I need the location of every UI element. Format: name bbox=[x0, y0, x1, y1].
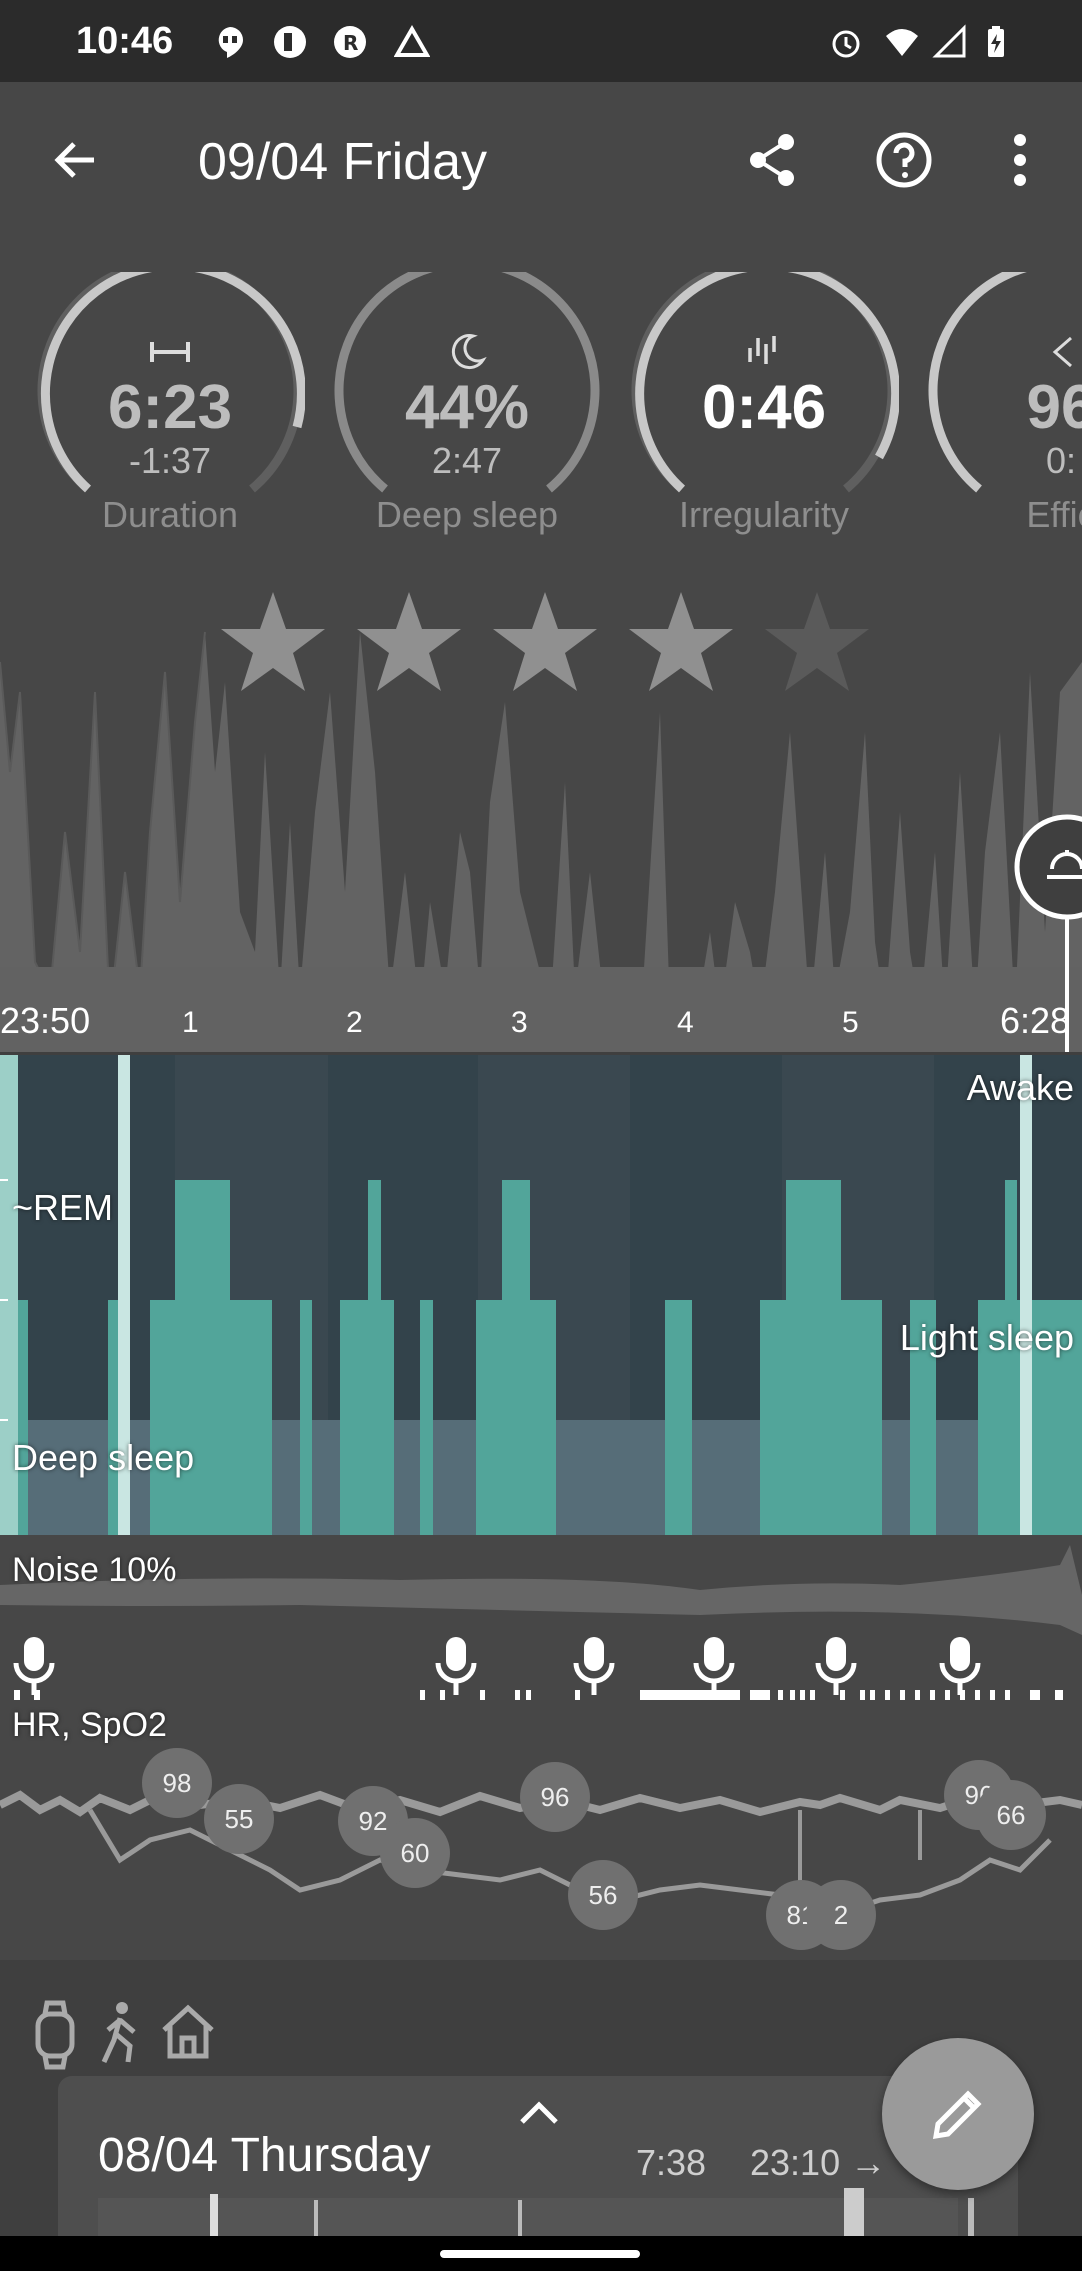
hr-bubble: 92 bbox=[338, 1786, 408, 1856]
axis-end-time: 6:28 bbox=[1000, 1000, 1071, 1041]
gauge-irregularity[interactable]: 0:46 Irregularity bbox=[629, 272, 899, 572]
chevron-up-icon[interactable] bbox=[518, 2098, 560, 2128]
r-app-icon: R bbox=[334, 26, 366, 58]
mail-icon bbox=[274, 26, 306, 58]
hr-bubble: 98 bbox=[142, 1748, 212, 1818]
duration-value: 6:23 bbox=[107, 373, 233, 442]
deep-sleep-time: 2:47 bbox=[431, 440, 503, 481]
app-bar: 09/04 Friday bbox=[0, 82, 1082, 242]
deep-sleep-label: Deep sleep bbox=[375, 494, 559, 535]
sheet-title: 08/04 Thursday bbox=[98, 2129, 431, 2182]
hr-spo2-section[interactable]: HR, SpO2 98 55 92 60 96 56 81 2 96 66 bbox=[0, 1700, 1082, 1960]
noise-section[interactable]: Noise 10% bbox=[0, 1535, 1082, 1700]
hr-bubble: 60 bbox=[380, 1818, 450, 1888]
mic-icon[interactable] bbox=[690, 1635, 738, 1697]
irregularity-value: 0:46 bbox=[701, 373, 827, 442]
moon-icon bbox=[451, 334, 487, 370]
noise-label: Noise 10% bbox=[12, 1551, 177, 1589]
hangouts-icon bbox=[218, 27, 243, 58]
hr-bubble: 2 bbox=[806, 1880, 876, 1950]
help-icon bbox=[876, 132, 932, 188]
gauge-row: 6:23 -1:37 Duration 44% 2:47 Deep sleep … bbox=[0, 242, 1082, 572]
hypnogram[interactable]: Awake ~REM Light sleep Deep sleep bbox=[0, 1055, 1082, 1535]
mic-icon[interactable] bbox=[10, 1635, 58, 1697]
battery-icon bbox=[988, 26, 1004, 57]
signal-icon bbox=[932, 24, 966, 58]
deep-sleep-value: 44% bbox=[404, 373, 530, 442]
gauge-arc bbox=[928, 272, 1028, 493]
back-button[interactable] bbox=[40, 124, 112, 196]
axis-start-time: 23:50 bbox=[0, 1000, 91, 1041]
edit-fab[interactable] bbox=[882, 2038, 1034, 2190]
share-icon bbox=[750, 134, 794, 186]
gauge-efficiency[interactable]: 96 0: Effic bbox=[926, 272, 1082, 572]
noise-graph bbox=[0, 1545, 1082, 1700]
hypnogram-label-awake: Awake bbox=[966, 1067, 1074, 1108]
axis-tick: 5 bbox=[842, 1006, 859, 1039]
axis-tick: 1 bbox=[182, 1006, 199, 1039]
hr-bubble: 56 bbox=[568, 1860, 638, 1930]
efficiency-sub: 0: bbox=[1045, 440, 1077, 481]
efficiency-label: Effic bbox=[1026, 494, 1082, 535]
duration-delta: -1:37 bbox=[128, 440, 212, 481]
hr-bubble: 66 bbox=[976, 1780, 1046, 1850]
movement-chart[interactable]: 23:50 1 2 3 4 5 6:28 bbox=[0, 572, 1082, 1052]
wifi-icon bbox=[886, 29, 918, 56]
mic-icon[interactable] bbox=[570, 1635, 618, 1697]
hr-bubble: 96 bbox=[520, 1762, 590, 1832]
efficiency-icon bbox=[1052, 336, 1072, 368]
watch-icon bbox=[35, 2000, 75, 2070]
axis-tick: 2 bbox=[346, 1006, 363, 1039]
svg-text:R: R bbox=[343, 31, 358, 55]
hypnogram-label-deep: Deep sleep bbox=[12, 1437, 195, 1478]
star-empty-icon[interactable] bbox=[762, 587, 872, 697]
drive-icon bbox=[394, 24, 430, 57]
star-icon[interactable] bbox=[218, 587, 328, 697]
more-options-button[interactable] bbox=[984, 124, 1056, 196]
axis-tick: 3 bbox=[511, 1006, 528, 1039]
mic-icon[interactable] bbox=[812, 1635, 860, 1697]
hr-label: HR, SpO2 bbox=[12, 1706, 167, 1744]
page-title: 09/04 Friday bbox=[198, 133, 488, 191]
gauge-arc bbox=[334, 272, 600, 493]
star-icon[interactable] bbox=[490, 587, 600, 697]
home-gesture-handle[interactable] bbox=[440, 2250, 640, 2258]
star-rating[interactable] bbox=[218, 587, 872, 697]
system-nav-bar bbox=[0, 2236, 1082, 2271]
hypnogram-label-light: Light sleep bbox=[899, 1317, 1074, 1358]
gauge-arc bbox=[631, 272, 899, 493]
duration-icon bbox=[150, 342, 190, 362]
previous-night-sheet[interactable]: 08/04 Thursday 7:38 23:10 → bbox=[58, 2076, 1018, 2236]
duration-label: Duration bbox=[101, 494, 239, 535]
gauge-duration[interactable]: 6:23 -1:37 Duration bbox=[35, 272, 305, 572]
pencil-icon bbox=[932, 2090, 982, 2140]
star-icon[interactable] bbox=[354, 587, 464, 697]
hr-bubble: 55 bbox=[204, 1784, 274, 1854]
star-icon[interactable] bbox=[626, 587, 736, 697]
sheet-mini-graph bbox=[98, 2188, 974, 2236]
status-bar: 10:46 R bbox=[0, 0, 1082, 82]
axis-tick: 4 bbox=[677, 1006, 694, 1039]
home-icon bbox=[162, 2004, 214, 2059]
sheet-duration: 7:38 bbox=[636, 2142, 707, 2183]
back-arrow-icon bbox=[54, 142, 94, 178]
efficiency-value: 96 bbox=[1026, 373, 1082, 442]
more-vert-icon bbox=[1014, 134, 1026, 186]
mic-icon[interactable] bbox=[936, 1635, 984, 1697]
help-button[interactable] bbox=[868, 124, 940, 196]
gauge-deep-sleep[interactable]: 44% 2:47 Deep sleep bbox=[332, 272, 602, 572]
hypnogram-graph bbox=[0, 1055, 1082, 1535]
status-time: 10:46 bbox=[76, 20, 174, 62]
hypnogram-label-rem: ~REM bbox=[12, 1187, 114, 1228]
gauge-arc bbox=[37, 272, 305, 493]
sheet-start: 23:10 → bbox=[750, 2142, 887, 2183]
share-button[interactable] bbox=[736, 124, 808, 196]
mic-icon[interactable] bbox=[432, 1635, 480, 1697]
irregularity-icon bbox=[748, 336, 776, 364]
irregularity-label: Irregularity bbox=[678, 494, 850, 535]
alarm-icon bbox=[832, 30, 860, 58]
walk-icon bbox=[101, 2002, 136, 2064]
